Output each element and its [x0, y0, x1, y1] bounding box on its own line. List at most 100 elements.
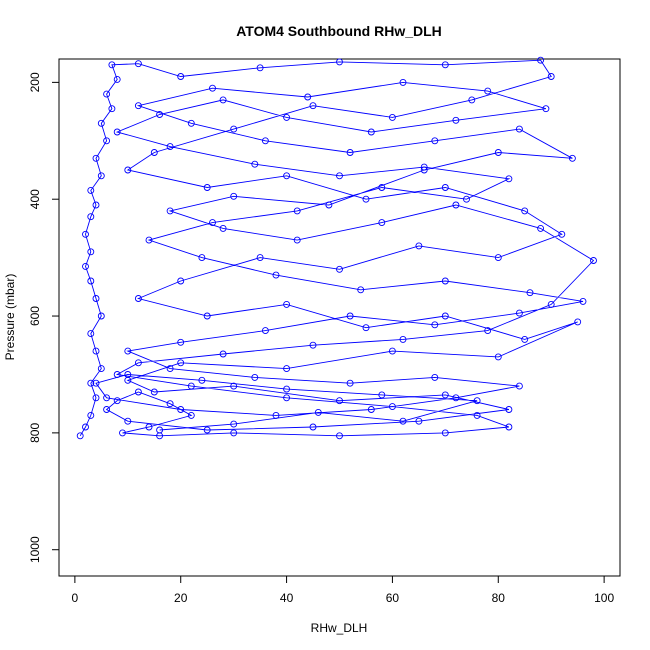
data-point [203, 312, 211, 320]
data-point [177, 277, 185, 285]
data-point [145, 423, 153, 431]
data-point [187, 411, 195, 419]
data-point [113, 397, 121, 405]
data-point [293, 236, 301, 244]
data-point [134, 295, 142, 302]
data-point [309, 423, 317, 431]
x-tick-label: 20 [174, 591, 188, 605]
data-point [515, 125, 523, 133]
data-point [468, 96, 476, 104]
data-point [166, 143, 174, 151]
data-point [515, 382, 523, 390]
data-point [177, 406, 185, 413]
data-point [362, 195, 370, 203]
x-tick-label: 40 [280, 591, 294, 605]
data-point [441, 277, 449, 285]
data-point [103, 90, 111, 98]
data-point [134, 388, 142, 396]
data-point [92, 295, 100, 302]
data-point [293, 207, 301, 215]
data-point [87, 277, 95, 285]
data-point [574, 318, 582, 326]
data-point [97, 365, 105, 373]
data-point [256, 64, 264, 72]
data-point [113, 371, 121, 378]
data-point [367, 128, 375, 136]
data-point [441, 184, 449, 191]
y-tick-label: 800 [28, 423, 42, 443]
data-point [362, 324, 370, 332]
data-point [103, 406, 111, 413]
data-point [399, 335, 407, 343]
data-point [230, 192, 238, 200]
data-point [309, 341, 317, 349]
data-point [484, 327, 492, 335]
data-point [187, 382, 195, 390]
data-point [134, 60, 142, 68]
data-point [505, 406, 513, 413]
data-point [198, 376, 206, 384]
data-point [251, 373, 259, 381]
data-point [590, 257, 597, 264]
data-point [103, 137, 111, 145]
data-point [76, 432, 84, 440]
data-point [92, 394, 100, 402]
data-point [579, 297, 587, 305]
y-axis: 200 400 600 800 1000 [28, 72, 60, 563]
data-layer [76, 56, 597, 440]
data-point [177, 338, 185, 346]
data-point [494, 353, 502, 361]
data-point [261, 327, 269, 335]
y-tick-label: 200 [28, 72, 42, 92]
data-point [251, 160, 259, 168]
data-point [441, 429, 449, 437]
data-point [542, 105, 550, 113]
data-point [203, 184, 211, 191]
data-point [87, 248, 95, 256]
data-point [521, 207, 529, 215]
y-axis-label: Pressure (mbar) [3, 274, 17, 361]
data-point [431, 137, 439, 145]
data-point [124, 166, 132, 174]
data-point [283, 365, 291, 373]
data-point [367, 406, 375, 413]
data-point [203, 426, 211, 434]
data-point [494, 149, 502, 156]
data-point [521, 335, 529, 343]
data-point [336, 432, 343, 440]
x-tick-label: 100 [594, 591, 614, 605]
data-point [415, 242, 423, 250]
data-point [463, 195, 470, 203]
data-point [441, 312, 449, 320]
data-point [325, 201, 333, 209]
data-point [547, 300, 555, 308]
data-point [103, 394, 111, 402]
data-point [87, 379, 95, 387]
data-point [558, 230, 566, 238]
data-point [415, 417, 423, 425]
data-point [261, 137, 269, 145]
data-point [431, 321, 439, 329]
y-tick-label: 400 [28, 189, 42, 209]
data-point [119, 429, 126, 437]
data-point [452, 394, 460, 402]
data-point [209, 219, 216, 227]
data-point [92, 379, 100, 387]
data-point [92, 201, 100, 209]
data-point [87, 330, 95, 338]
data-point [166, 365, 174, 373]
data-point [537, 56, 545, 64]
x-tick-label: 60 [386, 591, 400, 605]
data-point [230, 125, 238, 133]
data-point [441, 391, 449, 399]
data-point [82, 423, 89, 431]
data-point [230, 429, 238, 437]
data-point [113, 128, 121, 136]
data-point [82, 262, 89, 270]
data-point [97, 172, 105, 180]
data-point [388, 113, 396, 121]
data-point [219, 350, 227, 358]
data-point [97, 312, 105, 320]
data-point [473, 397, 481, 405]
